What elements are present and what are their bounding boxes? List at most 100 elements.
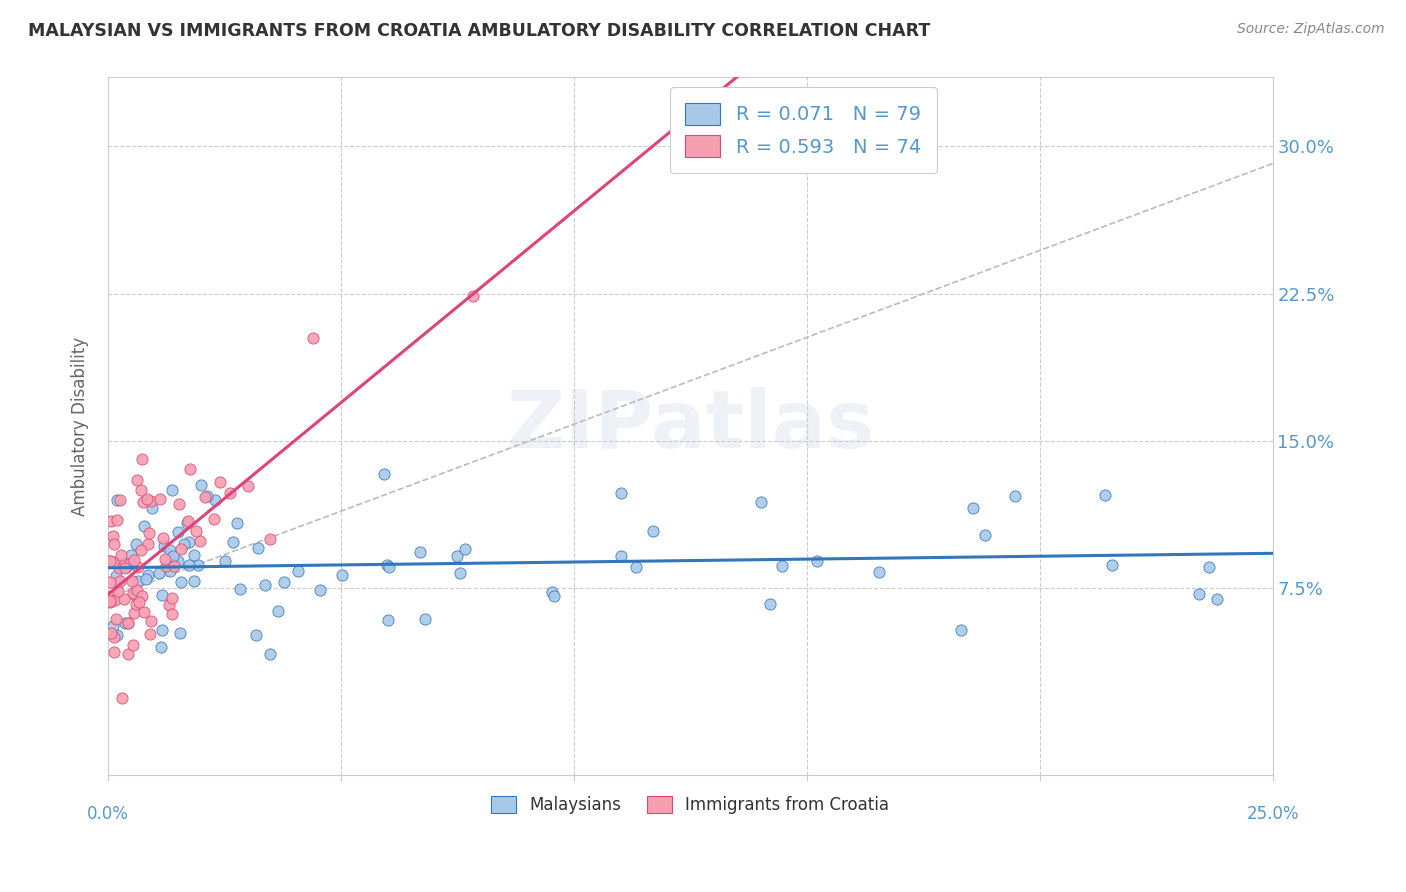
Point (378, 559, 401, 574)
Point (1198, 559, 1220, 574)
Point (184, 524, 207, 538)
Point (183, 549, 205, 563)
Point (131, 589, 153, 603)
Point (190, 478, 212, 492)
Point (1101, 558, 1123, 573)
Point (409, 544, 432, 558)
Point (155, 559, 177, 574)
Point (373, 467, 395, 482)
Point (134, 519, 156, 533)
Point (98, 554, 121, 568)
Text: 0.0%: 0.0% (87, 805, 129, 823)
Point (98, 574, 121, 589)
Point (194, 490, 217, 504)
Point (163, 559, 186, 574)
Point (131, 452, 153, 467)
Point (1004, 489, 1026, 503)
Point (195, 489, 218, 503)
Point (139, 615, 162, 629)
Point (162, 591, 184, 606)
Point (259, 532, 281, 546)
Point (150, 588, 173, 602)
Point (136, 537, 159, 551)
Point (267, 604, 290, 618)
Point (101, 619, 124, 633)
Point (104, 593, 127, 607)
Point (101, 555, 124, 569)
Point (117, 615, 139, 630)
Legend: Malaysians, Immigrants from Croatia: Malaysians, Immigrants from Croatia (484, 788, 897, 822)
Point (98, 595, 121, 609)
Point (98, 594, 121, 608)
Point (100, 514, 122, 528)
Point (449, 566, 471, 580)
Point (125, 537, 148, 551)
Point (273, 575, 295, 590)
Point (413, 612, 436, 626)
Point (377, 613, 399, 627)
Point (105, 514, 128, 528)
Point (138, 526, 160, 541)
Text: 25.0%: 25.0% (1246, 805, 1299, 823)
Point (254, 578, 277, 592)
Point (104, 569, 127, 583)
Point (541, 584, 564, 599)
Point (176, 516, 198, 530)
Point (136, 568, 159, 582)
Point (148, 566, 170, 580)
Point (169, 625, 191, 640)
Point (868, 565, 890, 579)
Point (159, 543, 181, 558)
Text: MALAYSIAN VS IMMIGRANTS FROM CROATIA AMBULATORY DISABILITY CORRELATION CHART: MALAYSIAN VS IMMIGRANTS FROM CROATIA AMB… (28, 22, 931, 40)
Point (105, 492, 128, 507)
Point (108, 561, 131, 575)
Point (127, 473, 149, 487)
Point (375, 558, 398, 572)
Point (100, 590, 122, 604)
Point (209, 475, 232, 490)
Point (177, 514, 200, 528)
Point (149, 491, 172, 506)
Point (107, 583, 129, 598)
Point (287, 564, 309, 578)
Text: Source: ZipAtlas.com: Source: ZipAtlas.com (1237, 22, 1385, 37)
Point (222, 535, 245, 549)
Point (309, 582, 332, 597)
Point (124, 588, 146, 602)
Point (110, 574, 132, 589)
Point (245, 628, 267, 642)
Point (122, 553, 145, 567)
Point (169, 542, 191, 557)
Point (302, 331, 325, 345)
Point (103, 644, 125, 658)
Point (98, 554, 121, 568)
Point (153, 551, 176, 566)
Point (103, 537, 125, 551)
Point (120, 558, 142, 572)
Point (183, 574, 205, 588)
Text: ZIPatlas: ZIPatlas (506, 387, 875, 466)
Point (117, 615, 139, 630)
Point (751, 494, 773, 508)
Point (624, 560, 647, 574)
Point (770, 559, 793, 574)
Point (641, 524, 664, 538)
Point (170, 574, 193, 589)
Point (446, 549, 468, 563)
Point (454, 541, 477, 556)
Point (246, 541, 269, 556)
Point (177, 534, 200, 549)
Point (105, 628, 128, 642)
Point (162, 607, 184, 622)
Point (120, 549, 142, 563)
Point (962, 501, 984, 516)
Point (187, 558, 209, 572)
Point (128, 595, 150, 609)
Point (132, 495, 155, 509)
Point (162, 549, 184, 563)
Point (543, 589, 565, 603)
Point (135, 492, 157, 507)
Point (204, 493, 226, 508)
Point (115, 560, 138, 574)
Point (150, 640, 173, 654)
